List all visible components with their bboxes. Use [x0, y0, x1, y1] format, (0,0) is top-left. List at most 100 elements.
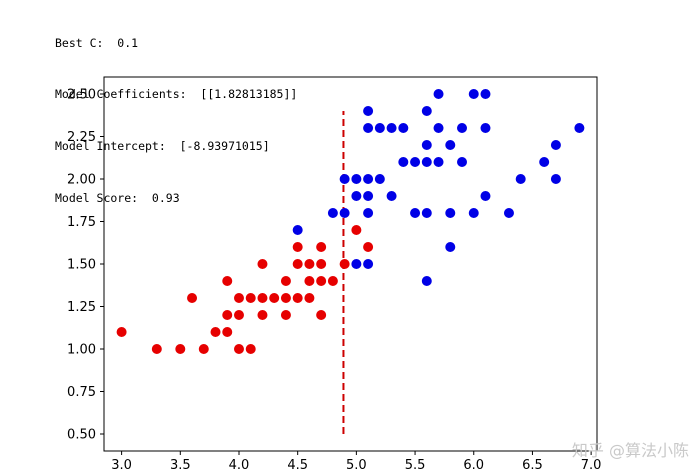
console-output: Best C: 0.1 Model Coefficients: [[1.8281…: [55, 0, 297, 225]
x-tick-label: 7.0: [581, 458, 602, 473]
red-class-point: [175, 344, 186, 354]
red-class-point: [316, 276, 327, 286]
blue-class-point: [386, 123, 397, 133]
blue-class-point: [363, 123, 374, 133]
red-class-point: [222, 276, 233, 286]
red-class-point: [327, 276, 338, 286]
red-class-point: [245, 344, 256, 354]
points-layer: [116, 89, 585, 354]
best-c-line: Best C: 0.1: [55, 35, 139, 50]
x-tick-label: 5.0: [346, 458, 367, 473]
red-class-point: [257, 293, 268, 303]
blue-class-point: [363, 191, 374, 201]
blue-class-point: [539, 157, 550, 167]
blue-class-point: [421, 157, 432, 167]
blue-class-point: [433, 89, 444, 99]
blue-class-point: [445, 242, 456, 252]
blue-class-point: [480, 89, 491, 99]
blue-class-point: [457, 157, 468, 167]
red-class-point: [245, 293, 256, 303]
blue-class-point: [351, 174, 362, 184]
blue-class-point: [351, 259, 362, 269]
x-tick-label: 5.5: [405, 458, 426, 473]
blue-class-point: [374, 174, 385, 184]
y-tick-label: 2.50: [67, 88, 96, 103]
red-class-point: [316, 242, 327, 252]
blue-class-point: [480, 191, 491, 201]
red-class-point: [210, 327, 221, 337]
watermark: 知乎 @算法小陈: [571, 441, 689, 460]
red-class-point: [269, 293, 280, 303]
red-class-point: [233, 344, 244, 354]
blue-class-point: [339, 208, 350, 218]
blue-class-point: [421, 208, 432, 218]
red-class-point: [304, 259, 315, 269]
y-tick-label: 1.25: [67, 300, 96, 315]
blue-class-point: [386, 191, 397, 201]
blue-class-point: [421, 276, 432, 286]
red-class-point: [351, 225, 362, 235]
red-class-point: [280, 276, 291, 286]
x-tick-label: 4.5: [287, 458, 308, 473]
blue-class-point: [327, 208, 338, 218]
intercept-line: Model Intercept: [-8.93971015]: [55, 139, 270, 154]
red-class-point: [304, 276, 315, 286]
red-class-point: [257, 310, 268, 320]
x-tick-label: 6.0: [463, 458, 484, 473]
blue-class-point: [433, 123, 444, 133]
y-tick-label: 2.25: [67, 130, 96, 145]
red-class-point: [198, 344, 209, 354]
y-tick-label: 1.00: [67, 343, 96, 358]
blue-class-point: [363, 106, 374, 116]
x-tick-label: 4.0: [229, 458, 250, 473]
y-tick-label: 2.00: [67, 173, 96, 188]
red-class-point: [233, 310, 244, 320]
blue-class-point: [351, 191, 362, 201]
red-class-point: [363, 242, 374, 252]
blue-class-point: [480, 123, 491, 133]
blue-class-point: [410, 208, 421, 218]
red-class-point: [116, 327, 127, 337]
blue-class-point: [433, 157, 444, 167]
coefficients-line: Model Coefficients: [[1.82813185]]: [55, 87, 298, 102]
blue-class-point: [398, 123, 409, 133]
red-class-point: [304, 293, 315, 303]
red-class-point: [339, 259, 350, 269]
blue-class-point: [363, 259, 374, 269]
blue-class-point: [445, 208, 456, 218]
x-tick-label: 3.5: [170, 458, 191, 473]
blue-class-point: [421, 106, 432, 116]
blue-class-point: [550, 174, 561, 184]
red-class-point: [292, 293, 303, 303]
red-class-point: [222, 327, 233, 337]
blue-class-point: [445, 140, 456, 150]
x-tick-label: 3.0: [111, 458, 132, 473]
blue-class-point: [468, 208, 479, 218]
x-tick-label: 6.5: [522, 458, 543, 473]
blue-class-point: [374, 123, 385, 133]
y-tick-label: 0.75: [67, 385, 96, 400]
plot-area: [103, 76, 598, 452]
blue-class-point: [363, 208, 374, 218]
red-class-point: [222, 310, 233, 320]
red-class-point: [280, 310, 291, 320]
y-axis: 0.50 0.75 1.00 1.25 1.50 1.75 2.00 2.25 2.50: [67, 88, 104, 443]
blue-class-point: [515, 174, 526, 184]
blue-class-point: [421, 140, 432, 150]
x-axis: 3.0 3.5 4.0 4.5 5.0 5.5 6.0 6.5 7.0: [111, 451, 601, 473]
y-tick-label: 1.50: [67, 258, 96, 273]
red-class-point: [292, 259, 303, 269]
blue-class-point: [339, 174, 350, 184]
blue-class-point: [292, 225, 303, 235]
blue-class-point: [550, 140, 561, 150]
y-tick-label: 1.75: [67, 215, 96, 230]
y-tick-label: 0.50: [67, 428, 96, 443]
blue-class-point: [398, 157, 409, 167]
blue-class-point: [410, 157, 421, 167]
red-class-point: [280, 293, 291, 303]
red-class-point: [151, 344, 162, 354]
red-class-point: [316, 310, 327, 320]
score-line: Model Score: 0.93: [55, 191, 180, 206]
red-class-point: [257, 259, 268, 269]
